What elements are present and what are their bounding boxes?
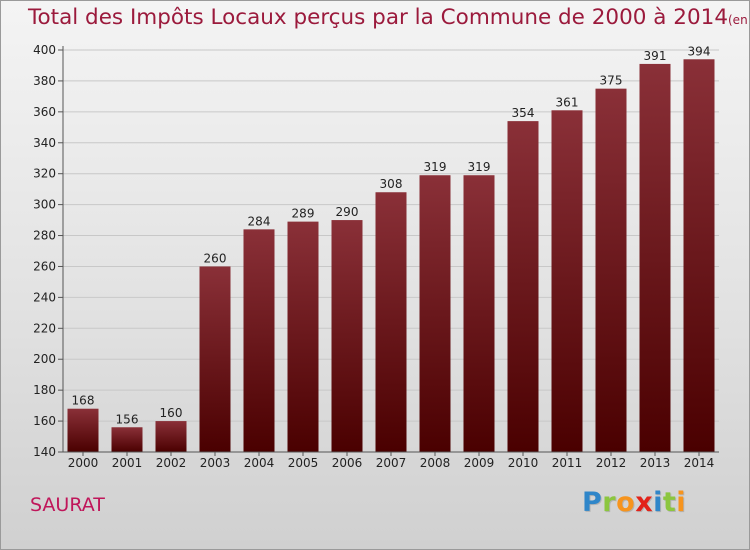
logo-letter: i — [653, 487, 663, 518]
x-tick-label: 2012 — [596, 456, 627, 470]
bar — [683, 59, 715, 453]
x-tick-label: 2009 — [464, 456, 495, 470]
bar — [111, 427, 143, 452]
bar — [463, 175, 495, 452]
x-tick-label: 2008 — [420, 456, 451, 470]
chart-title-unit: (en milliers d'€) — [728, 13, 749, 27]
bar — [199, 266, 231, 452]
x-tick-label: 2004 — [244, 456, 275, 470]
bar-value-label: 260 — [204, 251, 227, 265]
chart-title-text: Total des Impôts Locaux perçus par la Co… — [28, 5, 728, 30]
bar-value-label: 361 — [556, 95, 579, 109]
bar-value-label: 168 — [72, 394, 95, 408]
y-tick-label: 400 — [33, 43, 56, 57]
logo-letter: r — [602, 487, 617, 518]
x-tick-label: 2010 — [508, 456, 539, 470]
x-tick-label: 2007 — [376, 456, 407, 470]
x-tick-label: 2002 — [156, 456, 187, 470]
bar-value-label: 375 — [600, 74, 623, 88]
chart-title: Total des Impôts Locaux perçus par la Co… — [28, 5, 749, 30]
logo-letter: o — [616, 487, 636, 518]
bar-value-label: 394 — [688, 44, 711, 58]
bar — [375, 192, 407, 452]
x-tick-label: 2001 — [112, 456, 143, 470]
y-tick-label: 140 — [33, 445, 56, 459]
bar — [639, 63, 671, 453]
bar — [67, 408, 99, 452]
y-tick-label: 300 — [33, 198, 56, 212]
y-tick-label: 380 — [33, 74, 56, 88]
x-tick-label: 2005 — [288, 456, 319, 470]
y-tick-label: 220 — [33, 321, 56, 335]
y-tick-label: 160 — [33, 414, 56, 428]
logo-letter: i — [676, 487, 687, 518]
bar — [419, 175, 451, 452]
bar-value-label: 289 — [292, 207, 315, 221]
bar — [243, 229, 275, 452]
bar-value-label: 284 — [248, 214, 271, 228]
bar — [331, 220, 363, 452]
x-tick-label: 2003 — [200, 456, 231, 470]
y-tick-label: 280 — [33, 229, 56, 243]
y-tick-label: 320 — [33, 167, 56, 181]
commune-name: SAURAT — [30, 494, 105, 516]
x-tick-label: 2000 — [68, 456, 99, 470]
bar-value-label: 156 — [116, 412, 139, 426]
y-tick-label: 260 — [33, 259, 56, 273]
logo-letter: t — [662, 487, 677, 518]
bar — [507, 121, 539, 452]
x-tick-label: 2006 — [332, 456, 363, 470]
bar-value-label: 354 — [512, 106, 535, 120]
y-tick-label: 200 — [33, 352, 56, 366]
bar — [155, 421, 187, 452]
bar-value-label: 319 — [468, 160, 491, 174]
bar-value-label: 391 — [644, 49, 667, 63]
bar — [287, 221, 319, 452]
y-tick-label: 180 — [33, 383, 56, 397]
logo-letter: P — [582, 487, 603, 518]
bar-value-label: 319 — [424, 160, 447, 174]
y-tick-label: 240 — [33, 290, 56, 304]
bar-value-label: 308 — [380, 177, 403, 191]
x-tick-label: 2013 — [640, 456, 671, 470]
y-tick-label: 340 — [33, 136, 56, 150]
bar — [595, 88, 627, 453]
bar-value-label: 160 — [160, 406, 183, 420]
logo-letter: x — [635, 487, 654, 518]
y-tick-label: 360 — [33, 105, 56, 119]
x-tick-label: 2014 — [684, 456, 715, 470]
proxiti-logo[interactable]: Proxiti — [582, 487, 686, 518]
bar — [551, 110, 583, 453]
x-tick-label: 2011 — [552, 456, 583, 470]
bar-value-label: 290 — [336, 205, 359, 219]
